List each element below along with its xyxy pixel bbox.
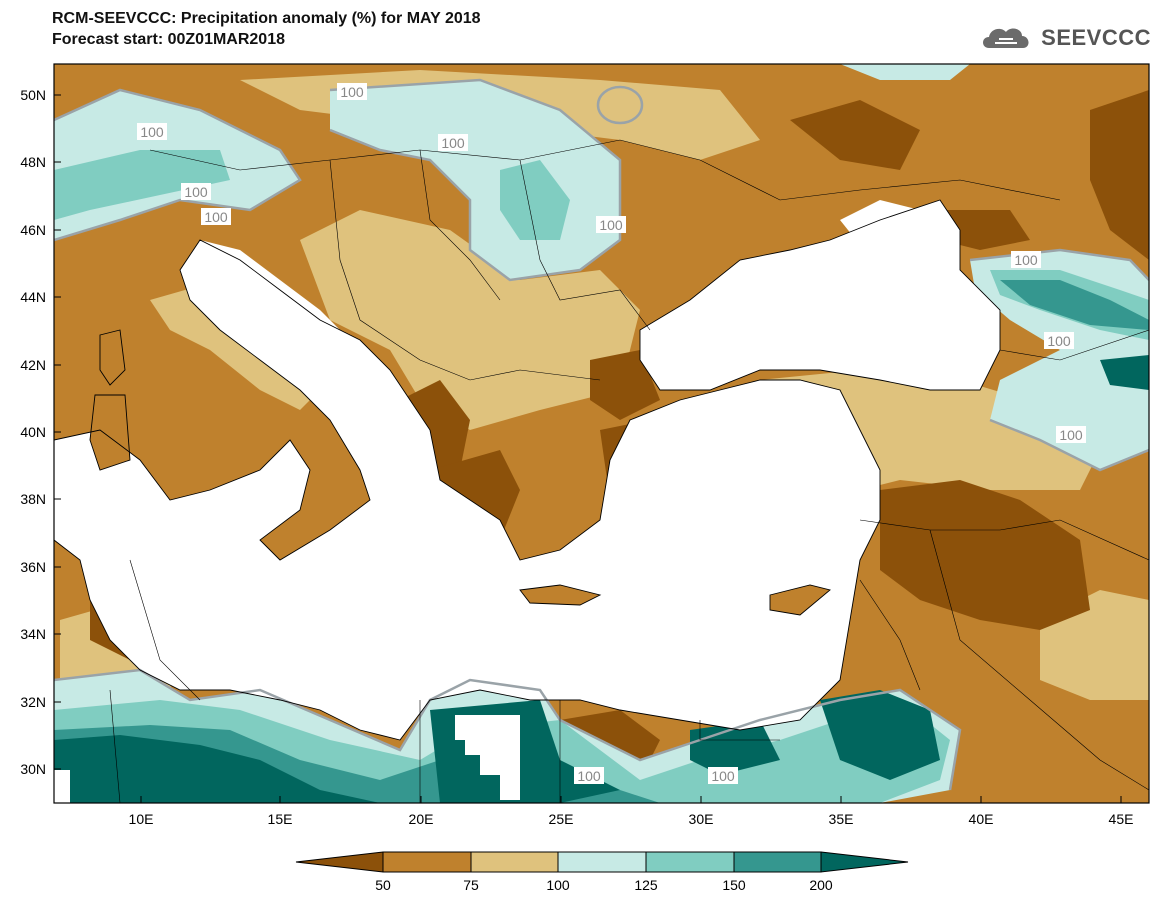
tunisia-gap xyxy=(54,770,70,803)
lon-label: 15E xyxy=(268,811,293,827)
longitude-axis: 10E 15E 20E 25E 30E 35E 40E 45E xyxy=(129,796,1134,827)
lat-label: 44N xyxy=(20,289,46,305)
legend-swatch-above-200 xyxy=(820,851,909,873)
legend-swatch-100-125 xyxy=(557,851,647,873)
legend-tick: 125 xyxy=(634,877,658,893)
contour-label: 100 xyxy=(1044,332,1074,349)
contour-label: 100 xyxy=(708,767,738,784)
contour-lines xyxy=(54,78,1149,791)
legend-swatch-150-200 xyxy=(733,851,822,873)
strong-dry-syria xyxy=(880,480,1090,630)
forecast-start-label: Forecast start: 00Z01MAR2018 xyxy=(52,31,285,48)
svg-text:100: 100 xyxy=(340,84,364,100)
svg-text:100: 100 xyxy=(204,209,228,225)
wet-very-africa xyxy=(54,735,380,803)
svg-text:100: 100 xyxy=(599,217,623,233)
contour-label: 100 xyxy=(337,83,367,100)
legend-swatch-125-150 xyxy=(645,851,735,873)
wet-medium-pannonia xyxy=(500,160,570,240)
legend-swatch-50-75 xyxy=(382,851,472,873)
mediterranean-sea xyxy=(54,240,880,740)
svg-text:100: 100 xyxy=(711,768,735,784)
contour-label: 100 xyxy=(137,123,167,140)
lon-label: 30E xyxy=(689,811,714,827)
lon-label: 40E xyxy=(969,811,994,827)
strong-dry-thrace xyxy=(590,350,660,420)
lat-label: 48N xyxy=(20,154,46,170)
svg-text:100: 100 xyxy=(577,768,601,784)
lat-label: 30N xyxy=(20,761,46,777)
black-sea xyxy=(640,200,1000,390)
island-sardinia xyxy=(90,395,130,470)
lat-label: 36N xyxy=(20,559,46,575)
contour-label: 100 xyxy=(1056,426,1086,443)
svg-text:100: 100 xyxy=(441,135,465,151)
legend-tick: 150 xyxy=(722,877,746,893)
lat-label: 34N xyxy=(20,626,46,642)
strong-dry-ukraine xyxy=(790,100,920,170)
coastlines xyxy=(54,199,1001,741)
wet-very-egypt xyxy=(690,720,780,775)
colorbar-legend: 50 75 100 125 150 200 xyxy=(295,851,909,893)
svg-text:100: 100 xyxy=(1047,333,1071,349)
contour-label: 100 xyxy=(596,216,626,233)
legend-tick: 100 xyxy=(546,877,570,893)
contour-label: 100 xyxy=(181,183,211,200)
wet-strong-caucasus xyxy=(1000,280,1149,330)
island-cyprus xyxy=(770,585,830,615)
country-borders xyxy=(109,139,1149,803)
contour-label: 100 xyxy=(1011,251,1041,268)
lat-label: 40N xyxy=(20,424,46,440)
lon-label: 35E xyxy=(829,811,854,827)
contour-label-group: 100 100 100 100 100 100 100 100 100 100 … xyxy=(137,83,1086,784)
light-dry-balkans xyxy=(300,210,640,430)
lat-label: 32N xyxy=(20,694,46,710)
azov-sea xyxy=(840,200,920,245)
contour-label: 100 xyxy=(438,134,468,151)
svg-text:100: 100 xyxy=(140,124,164,140)
wet-very-georgia xyxy=(1100,355,1149,390)
lat-label: 42N xyxy=(20,357,46,373)
legend-tick: 200 xyxy=(809,877,833,893)
libya-gap xyxy=(455,715,520,800)
adriatic-sea xyxy=(200,240,380,400)
wet-light-north-cap xyxy=(840,64,970,80)
seevccc-logo: SEEVCCC xyxy=(979,22,1151,54)
lon-label: 10E xyxy=(129,811,154,827)
latitude-axis: 50N 48N 46N 44N 42N 40N 38N 36N 34N 32N … xyxy=(20,87,61,777)
legend-swatch-below-50 xyxy=(295,851,384,873)
legend-tick: 75 xyxy=(463,877,479,893)
legend-tick: 50 xyxy=(375,877,391,893)
wet-very-levant xyxy=(820,690,940,780)
svg-text:100: 100 xyxy=(1059,427,1083,443)
wet-medium-alps xyxy=(54,150,230,220)
logo-text: SEEVCCC xyxy=(1041,25,1151,50)
svg-text:100: 100 xyxy=(184,184,208,200)
strong-dry-caucasus xyxy=(940,210,1030,250)
lon-label: 20E xyxy=(409,811,434,827)
lat-label: 46N xyxy=(20,222,46,238)
lat-label: 38N xyxy=(20,491,46,507)
contour-label: 100 xyxy=(201,208,231,225)
lat-label: 50N xyxy=(20,87,46,103)
lon-label: 25E xyxy=(549,811,574,827)
anomaly-field xyxy=(54,64,1149,803)
map-title: RCM-SEEVCCC: Precipitation anomaly (%) f… xyxy=(52,10,481,27)
contour-label: 100 xyxy=(574,767,604,784)
svg-text:100: 100 xyxy=(1014,252,1038,268)
lon-label: 45E xyxy=(1109,811,1134,827)
strong-dry-russia xyxy=(1090,90,1149,260)
legend-swatch-75-100 xyxy=(470,851,559,873)
island-corsica xyxy=(100,330,125,385)
map-frame xyxy=(53,63,1150,804)
cloud-icon xyxy=(983,28,1029,48)
